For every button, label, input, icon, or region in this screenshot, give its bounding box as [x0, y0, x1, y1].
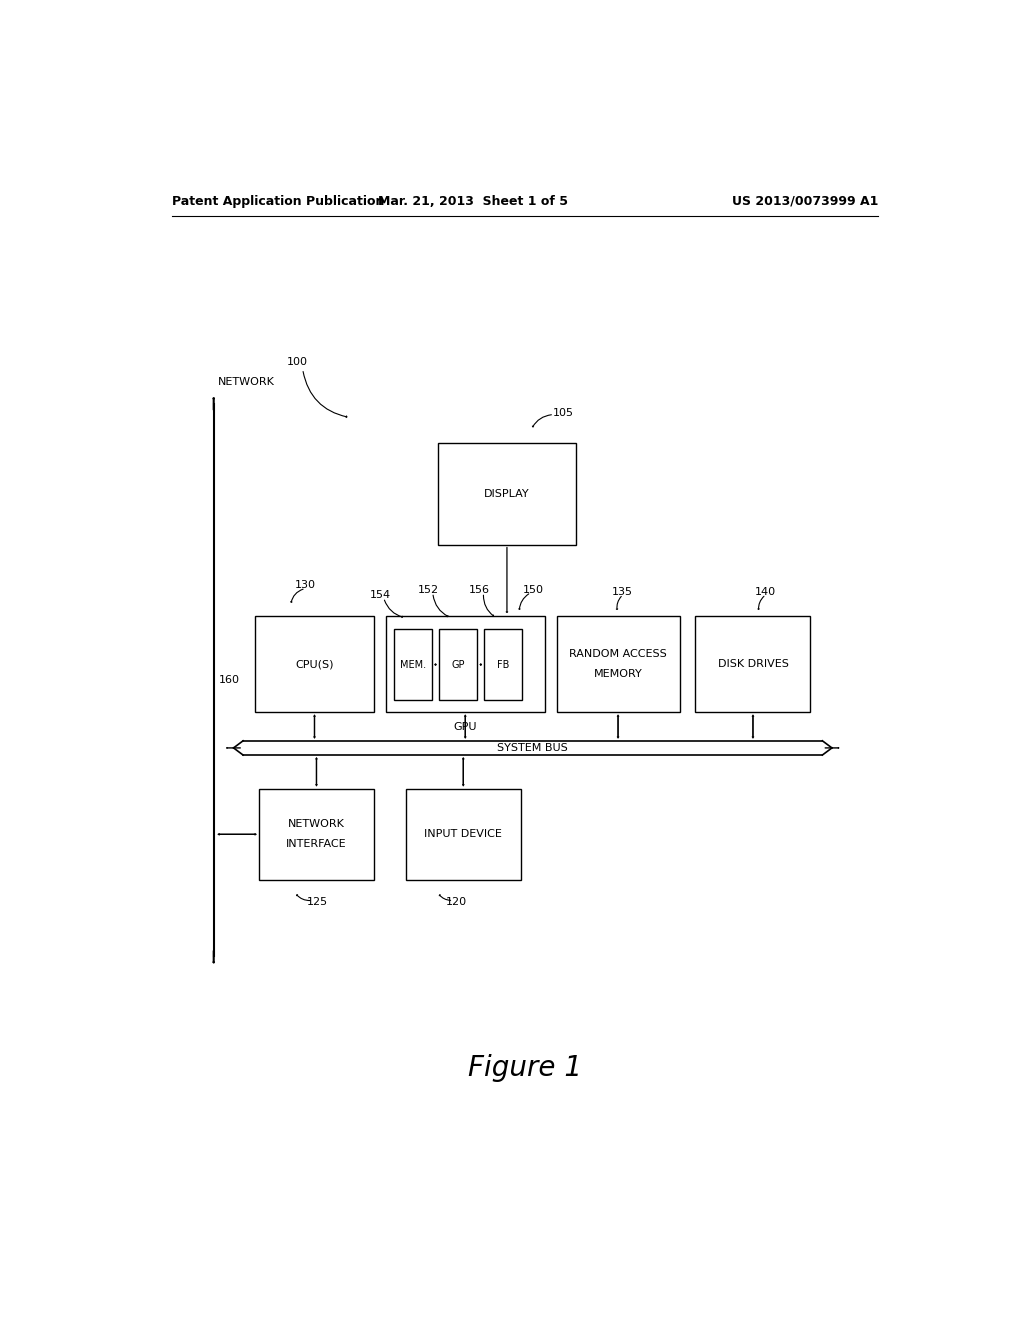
Text: INPUT DEVICE: INPUT DEVICE [424, 829, 502, 840]
Text: US 2013/0073999 A1: US 2013/0073999 A1 [731, 194, 878, 207]
Bar [437, 444, 577, 545]
Text: RANDOM ACCESS: RANDOM ACCESS [569, 649, 667, 659]
Bar [557, 615, 680, 713]
Text: MEMORY: MEMORY [594, 669, 642, 680]
Text: FB: FB [498, 660, 510, 669]
Text: 135: 135 [612, 587, 633, 598]
Text: CPU(S): CPU(S) [295, 659, 334, 669]
Bar [259, 788, 374, 880]
Text: 160: 160 [219, 676, 241, 685]
Bar [695, 615, 811, 713]
Text: Figure 1: Figure 1 [468, 1055, 582, 1082]
Text: NETWORK: NETWORK [218, 378, 274, 387]
Text: 125: 125 [306, 898, 328, 907]
Bar [439, 630, 477, 700]
Text: 105: 105 [553, 408, 573, 417]
Text: GPU: GPU [454, 722, 477, 731]
Text: DISPLAY: DISPLAY [484, 488, 529, 499]
Bar [394, 630, 432, 700]
Text: 154: 154 [370, 590, 391, 601]
Bar [255, 615, 374, 713]
Text: 140: 140 [755, 587, 776, 598]
Text: 100: 100 [287, 356, 308, 367]
Text: SYSTEM BUS: SYSTEM BUS [498, 743, 568, 752]
Text: 152: 152 [418, 585, 439, 595]
Text: NETWORK: NETWORK [288, 820, 345, 829]
Text: Patent Application Publication: Patent Application Publication [172, 194, 384, 207]
Text: 130: 130 [295, 581, 315, 590]
Text: Mar. 21, 2013  Sheet 1 of 5: Mar. 21, 2013 Sheet 1 of 5 [378, 194, 568, 207]
Bar [386, 615, 545, 713]
Text: DISK DRIVES: DISK DRIVES [718, 659, 788, 669]
Text: MEM.: MEM. [399, 660, 426, 669]
Text: INTERFACE: INTERFACE [286, 840, 347, 850]
Text: GP: GP [452, 660, 465, 669]
Text: 120: 120 [445, 898, 467, 907]
Text: 156: 156 [469, 585, 490, 595]
Bar [406, 788, 521, 880]
Text: 150: 150 [523, 585, 544, 595]
Bar [484, 630, 522, 700]
